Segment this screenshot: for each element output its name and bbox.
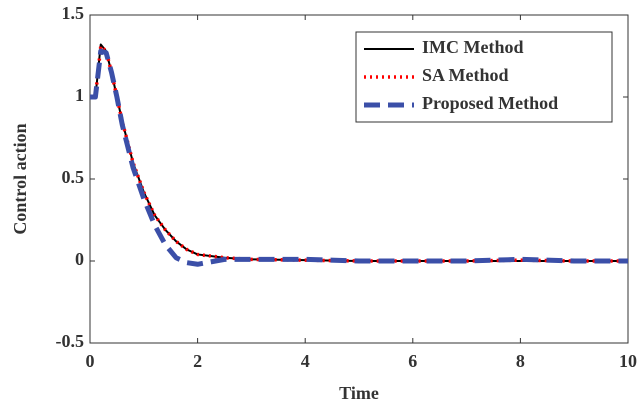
legend-label: SA Method [422,65,509,85]
y-tick-label: 0.5 [62,167,85,187]
x-tick-label: 2 [193,351,202,371]
series-line [90,48,628,267]
legend-label: IMC Method [422,37,524,57]
x-tick-label: 0 [86,351,95,371]
x-tick-label: 4 [301,351,310,371]
y-tick-label: -0.5 [56,331,85,351]
y-tick-label: 0 [75,249,84,269]
legend-label: Proposed Method [422,93,558,113]
y-tick-label: 1.5 [62,3,85,23]
y-tick-label: 1 [75,85,84,105]
y-axis-label: Control action [10,123,30,234]
x-tick-label: 10 [619,351,637,371]
x-tick-label: 6 [408,351,417,371]
x-axis-label: Time [339,383,379,403]
x-tick-label: 8 [516,351,525,371]
